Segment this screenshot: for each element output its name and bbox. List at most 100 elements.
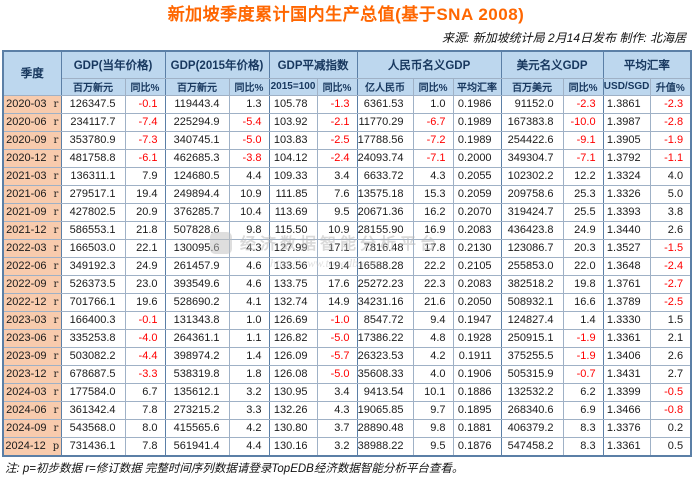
data-cell: 132.26 (268, 400, 318, 420)
data-cell: 279517.1 (60, 184, 126, 204)
data-cell: 1.3361 (602, 436, 651, 456)
data-cell: 0.1947 (452, 310, 502, 330)
data-cell: 3.4 (316, 166, 358, 186)
data-cell: 17.1 (316, 238, 358, 258)
data-cell: 9.4 (412, 310, 454, 330)
data-cell: 3.2 (316, 436, 358, 456)
quarter-label: 2020-06 (6, 115, 47, 128)
data-cell: 5.0 (649, 184, 692, 204)
table-row: 2021-06 r 279517.1 19.4 249894.4 10.9 111.85 7.… (2, 184, 692, 204)
quarter-cell: 2022-09 r (2, 274, 62, 294)
data-cell: 126.82 (268, 328, 318, 348)
data-cell: 255853.0 (500, 256, 564, 276)
column-sub-header: USD/SGD (602, 77, 651, 96)
data-cell: 382518.2 (500, 274, 564, 294)
data-cell: -0.1 (124, 94, 166, 114)
footnote: 注: p=初步数据 r=修订数据 完整时间序列数据请登录TopEDB经济数据智能… (5, 462, 464, 475)
data-cell: 123086.7 (500, 238, 564, 258)
column-group-header: GDP(当年价格) (60, 50, 166, 79)
column-sub-header: 升值% (649, 77, 692, 96)
column-sub-header: 同比% (412, 77, 454, 96)
source-note: 来源: 新加坡统计局 2月14日发布 制作: 北海居 (441, 31, 686, 45)
data-cell: 2.1 (649, 328, 692, 348)
data-cell: 4.3 (228, 238, 270, 258)
data-cell: -7.1 (412, 148, 454, 168)
data-cell: 177584.0 (60, 382, 126, 402)
data-cell: 481758.8 (60, 148, 126, 168)
data-cell: 0.2 (649, 418, 692, 438)
data-cell: 1.3527 (602, 238, 651, 258)
data-cell: -5.4 (228, 112, 270, 132)
data-cell: -1.9 (649, 130, 692, 150)
data-cell: 109.33 (268, 166, 318, 186)
data-cell: 0.2083 (452, 220, 502, 240)
data-cell: 0.1876 (452, 436, 502, 456)
data-cell: 508932.1 (500, 292, 564, 312)
data-cell: 25.5 (562, 202, 604, 222)
data-cell: 35608.33 (356, 364, 414, 384)
data-cell: 7.9 (124, 166, 166, 186)
data-cell: 4.8 (412, 328, 454, 348)
data-cell: 249894.4 (164, 184, 230, 204)
data-cell: 261457.9 (164, 256, 230, 276)
data-cell: 16.6 (562, 292, 604, 312)
data-cell: 102302.2 (500, 166, 564, 186)
data-cell: 427802.5 (60, 202, 126, 222)
data-cell: 34231.16 (356, 292, 414, 312)
data-cell: -7.4 (124, 112, 166, 132)
quarter-cell: 2020-09 r (2, 130, 62, 150)
data-cell: 1.3361 (602, 328, 651, 348)
data-cell: 24.9 (124, 256, 166, 276)
revision-flag: r (53, 422, 59, 434)
data-cell: 3.3 (228, 400, 270, 420)
table-row: 2024-06 r 361342.4 7.8 273215.2 3.3 132.26 4.3 1… (2, 400, 692, 420)
table-row: 2024-12 p 731436.1 7.8 561941.4 4.4 130.16 3.2 3… (2, 436, 692, 456)
data-cell: 133.56 (268, 256, 318, 276)
quarter-cell: 2024-09 r (2, 418, 62, 438)
column-group-header: 美元名义GDP (500, 50, 604, 79)
data-cell: -5.7 (316, 346, 358, 366)
data-cell: 17.6 (316, 274, 358, 294)
data-cell: 6.7 (124, 382, 166, 402)
data-cell: 1.3905 (602, 130, 651, 150)
revision-flag: r (53, 242, 59, 254)
data-cell: -3.8 (228, 148, 270, 168)
table-row: 2021-03 r 136311.1 7.9 124680.5 4.4 109.33 3.4 6… (2, 166, 692, 186)
data-cell: 4.2 (412, 346, 454, 366)
data-cell: 8.3 (562, 418, 604, 438)
data-cell: 16588.28 (356, 256, 414, 276)
data-cell: 11770.29 (356, 112, 414, 132)
data-cell: -6.1 (124, 148, 166, 168)
data-cell: 119443.4 (164, 94, 230, 114)
revision-flag: r (53, 152, 59, 164)
data-cell: 1.3431 (602, 364, 651, 384)
quarter-label: 2024-12 (5, 439, 46, 452)
data-cell: 4.0 (649, 166, 692, 186)
data-cell: 1.3330 (602, 310, 651, 330)
data-cell: -1.1 (649, 148, 692, 168)
data-cell: 507828.6 (164, 220, 230, 240)
data-cell: 0.2000 (452, 148, 502, 168)
column-sub-header: 百万新元 (60, 77, 126, 96)
data-cell: 105.78 (268, 94, 318, 114)
data-cell: 0.2050 (452, 292, 502, 312)
data-cell: 0.5 (649, 436, 692, 456)
quarter-cell: 2021-12 r (2, 220, 62, 240)
revision-flag: r (53, 188, 59, 200)
revision-flag: r (53, 260, 59, 272)
data-cell: -0.7 (562, 364, 604, 384)
table-row: 2023-06 r 335253.8 -4.0 264361.1 1.1 126.82 -5.… (2, 328, 692, 348)
data-cell: 1.3466 (602, 400, 651, 420)
data-cell: 130.95 (268, 382, 318, 402)
data-cell: 0.1989 (452, 130, 502, 150)
data-cell: 20671.36 (356, 202, 414, 222)
quarter-cell: 2021-03 r (2, 166, 62, 186)
data-cell: 254422.6 (500, 130, 564, 150)
data-cell: 4.1 (228, 292, 270, 312)
data-cell: 0.2105 (452, 256, 502, 276)
data-cell: 4.2 (228, 418, 270, 438)
data-cell: 0.2070 (452, 202, 502, 222)
quarter-label: 2024-09 (6, 421, 47, 434)
data-cell: 126.69 (268, 310, 318, 330)
data-cell: 7.8 (124, 436, 166, 456)
